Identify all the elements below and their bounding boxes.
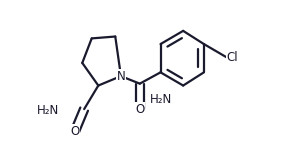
Text: N: N (116, 70, 125, 83)
Text: O: O (70, 125, 79, 138)
Text: Cl: Cl (227, 51, 238, 64)
Text: H₂N: H₂N (36, 104, 59, 117)
Text: H₂N: H₂N (149, 93, 172, 106)
Text: O: O (135, 103, 144, 116)
